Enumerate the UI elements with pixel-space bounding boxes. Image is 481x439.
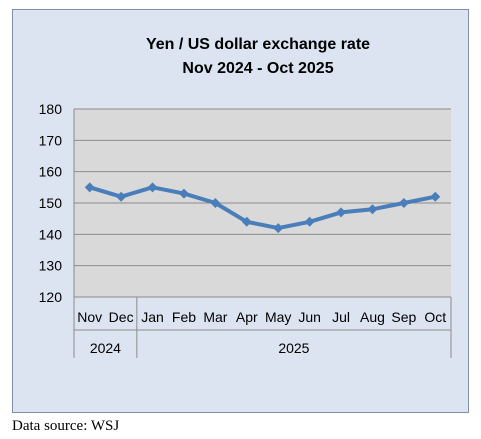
x-tick-label-may: May — [265, 309, 291, 325]
x-tick-label-oct: Oct — [424, 309, 446, 325]
x-tick-label-jul: Jul — [332, 309, 350, 325]
x-tick-label-nov: Nov — [77, 309, 102, 325]
x-tick-label-jan: Jan — [141, 309, 164, 325]
year-label-2024: 2024 — [90, 340, 121, 356]
data-point-apr — [241, 216, 252, 227]
data-point-jul — [336, 207, 347, 218]
y-tick-label-170: 170 — [39, 132, 63, 148]
series-line-1 — [89, 185, 436, 231]
data-point-may — [273, 223, 284, 234]
line-chart: Yen / US dollar exchange rate Nov 2024 - … — [39, 36, 452, 358]
x-tick-label-apr: Apr — [236, 309, 258, 325]
data-point-feb — [178, 188, 189, 199]
data-point-nov — [84, 182, 95, 193]
year-label-2025: 2025 — [278, 340, 309, 356]
x-tick-label-sep: Sep — [391, 309, 416, 325]
data-point-jun — [304, 216, 315, 227]
y-tick-label-130: 130 — [39, 258, 63, 274]
y-tick-label-150: 150 — [39, 195, 63, 211]
x-tick-label-jun: Jun — [298, 309, 321, 325]
x-tick-label-feb: Feb — [172, 309, 196, 325]
x-tick-label-mar: Mar — [203, 309, 227, 325]
y-tick-label-140: 140 — [39, 226, 63, 242]
data-point-dec — [116, 191, 127, 202]
data-point-mar — [210, 198, 221, 208]
data-point-sep — [398, 198, 409, 208]
chart-title-line-2: Nov 2024 - Oct 2025 — [182, 60, 333, 77]
chart-title-line-1: Yen / US dollar exchange rate — [146, 36, 370, 53]
data-point-aug — [367, 204, 378, 215]
data-point-jan — [147, 182, 158, 193]
x-tick-label-aug: Aug — [360, 309, 385, 325]
y-tick-label-160: 160 — [39, 164, 63, 180]
y-tick-label-120: 120 — [39, 289, 63, 305]
y-tick-label-180: 180 — [39, 101, 63, 117]
data-point-oct — [430, 191, 441, 202]
x-tick-label-dec: Dec — [109, 309, 134, 325]
source-note: Data source: WSJ — [12, 418, 120, 434]
